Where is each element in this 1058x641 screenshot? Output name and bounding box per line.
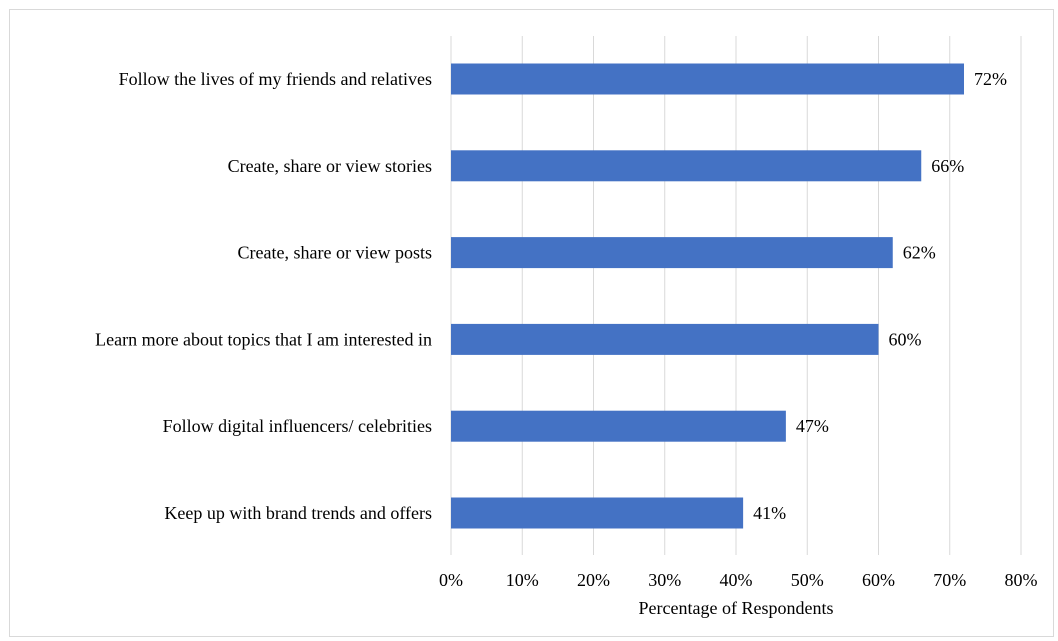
gridlines	[450, 36, 1022, 555]
bars	[451, 63, 964, 529]
category-label: Follow digital influencers/ celebrities	[163, 416, 432, 436]
x-tick-label: 50%	[791, 570, 824, 590]
x-tick-label: 30%	[648, 570, 681, 590]
bar	[451, 63, 964, 95]
data-label: 72%	[974, 69, 1007, 89]
x-tick-label: 20%	[577, 570, 610, 590]
category-labels: Follow the lives of my friends and relat…	[95, 69, 432, 523]
data-label: 60%	[889, 329, 922, 349]
x-tick-labels: 0% 10% 20% 30% 40% 50% 60% 70% 80%	[439, 570, 1038, 590]
x-tick-label: 40%	[720, 570, 753, 590]
category-label: Create, share or view stories	[228, 156, 432, 176]
chart-frame: Follow the lives of my friends and relat…	[9, 9, 1054, 637]
bar	[451, 237, 893, 269]
data-labels: 72% 66% 62% 60% 47% 41%	[753, 69, 1007, 523]
bar	[451, 150, 922, 182]
bar	[451, 323, 879, 355]
x-tick-label: 70%	[933, 570, 966, 590]
category-label: Keep up with brand trends and offers	[164, 503, 432, 523]
x-tick-label: 80%	[1005, 570, 1038, 590]
x-tick-label: 10%	[506, 570, 539, 590]
data-label: 47%	[796, 416, 829, 436]
x-tick-label: 0%	[439, 570, 463, 590]
category-label: Follow the lives of my friends and relat…	[119, 69, 432, 89]
category-label: Create, share or view posts	[238, 243, 432, 263]
data-label: 41%	[753, 503, 786, 523]
x-tick-label: 60%	[862, 570, 895, 590]
data-label: 62%	[903, 243, 936, 263]
category-label: Learn more about topics that I am intere…	[95, 329, 432, 349]
bar	[451, 497, 744, 529]
x-axis-title: Percentage of Respondents	[639, 598, 834, 618]
bar-chart: Follow the lives of my friends and relat…	[95, 36, 1038, 618]
data-label: 66%	[931, 156, 964, 176]
bar	[451, 410, 786, 442]
